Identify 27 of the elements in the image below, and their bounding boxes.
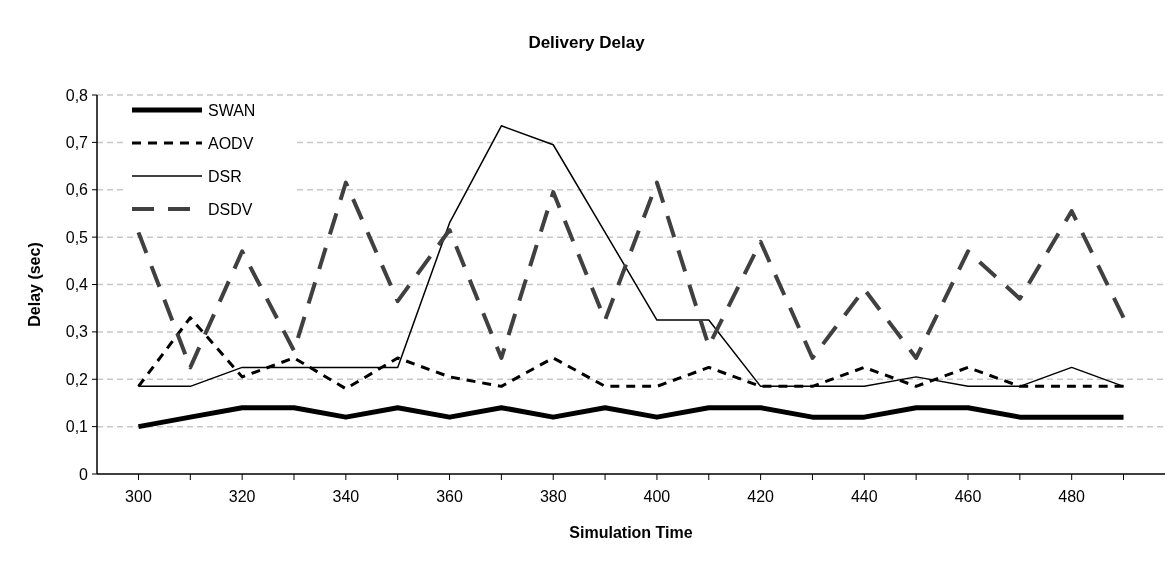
y-tick-label: 0,6 <box>65 181 89 199</box>
x-tick-label: 320 <box>228 488 256 505</box>
x-tick-label: 340 <box>332 488 360 505</box>
x-tick-label: 440 <box>850 488 878 505</box>
y-tick-label: 0,3 <box>65 323 89 341</box>
chart-title: Delivery Delay <box>528 33 646 52</box>
y-tick-label: 0,5 <box>65 228 89 246</box>
legend-label: AODV <box>208 134 254 152</box>
legend-label: DSR <box>208 167 242 185</box>
x-tick-label: 460 <box>954 488 982 505</box>
x-tick-label: 300 <box>125 488 152 505</box>
y-axis-title: Delay (sec) <box>26 242 43 327</box>
line-series <box>136 180 1126 370</box>
y-tick-label: 0,7 <box>65 133 89 151</box>
y-tick-label: 0 <box>79 465 89 483</box>
x-tick-label: 380 <box>539 488 567 505</box>
y-tick-label: 0,2 <box>65 370 89 388</box>
y-tick-label: 0,1 <box>65 418 89 436</box>
y-tick-label: 0,8 <box>65 86 89 104</box>
x-axis-title: Simulation Time <box>569 524 693 541</box>
x-tick-label: 400 <box>643 488 671 505</box>
legend-label: SWAN <box>208 101 256 119</box>
x-tick-label: 420 <box>747 488 775 505</box>
x-tick-label: 360 <box>436 488 463 505</box>
y-tick-label: 0,4 <box>65 276 89 294</box>
x-tick-label: 480 <box>1058 488 1086 505</box>
legend-label: DSDV <box>208 200 253 218</box>
